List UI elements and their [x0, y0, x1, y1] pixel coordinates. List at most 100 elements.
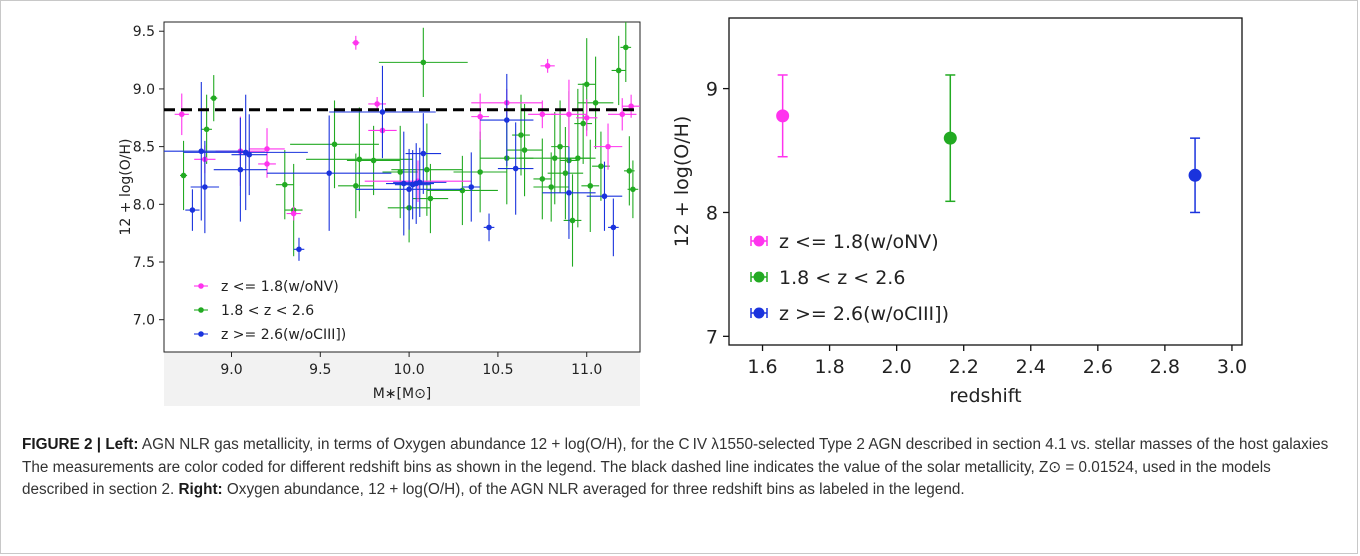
y-tick-label-left: 9.5 — [133, 24, 155, 40]
data-point — [592, 99, 599, 106]
data-point — [503, 117, 510, 123]
data-point — [296, 246, 302, 253]
data-point — [353, 39, 359, 46]
data-point — [486, 224, 492, 231]
x-tick-label-left: 11.0 — [571, 362, 602, 378]
data-point — [203, 126, 210, 133]
x-axis-title-right: redshift — [949, 385, 1021, 407]
data-point — [180, 172, 187, 179]
data-point — [622, 44, 629, 51]
legend-label-right: z <= 1.8(w/oNV) — [779, 231, 939, 253]
data-point — [544, 63, 551, 69]
data-point — [548, 184, 554, 190]
x-axis-band — [164, 352, 640, 406]
x-tick-label-right: 2.6 — [1083, 356, 1113, 378]
data-point — [598, 163, 604, 170]
data-point — [587, 183, 594, 189]
data-point — [416, 179, 423, 186]
data-point — [178, 111, 185, 118]
legend-marker — [198, 283, 204, 289]
data-point — [210, 95, 217, 101]
data-point — [518, 132, 524, 138]
data-point — [459, 187, 466, 194]
x-tick-label-right: 1.8 — [814, 356, 844, 378]
legend-marker — [753, 235, 765, 247]
data-point — [539, 176, 546, 182]
y-tick-label-left: 7.0 — [133, 313, 155, 329]
data-point — [562, 170, 569, 176]
data-point — [626, 168, 633, 174]
data-point — [424, 166, 430, 173]
data-point — [601, 193, 608, 200]
legend-label-left: z <= 1.8(w/oNV) — [221, 279, 339, 295]
data-point — [566, 189, 572, 196]
y-tick-label-left: 8.5 — [133, 140, 155, 156]
caption-left-label: Left: — [105, 436, 139, 453]
data-point — [583, 81, 590, 88]
y-tick-label-right: 8 — [706, 202, 718, 224]
data-point — [575, 155, 581, 161]
x-tick-label-right: 1.6 — [747, 356, 777, 378]
series-left — [164, 65, 623, 261]
x-tick-label-right: 2.8 — [1150, 356, 1180, 378]
data-point — [397, 169, 404, 175]
data-point — [326, 170, 332, 176]
y-axis-title-left: 12 + log(O/H) — [118, 139, 134, 236]
data-point — [521, 147, 528, 153]
x-tick-label-right: 2.2 — [949, 356, 979, 378]
data-point — [569, 217, 576, 224]
x-tick-label-left: 10.0 — [394, 362, 425, 378]
data-point — [290, 210, 297, 217]
data-point — [619, 111, 626, 118]
y-tick-label-left: 8.0 — [133, 197, 155, 213]
data-point — [628, 103, 634, 110]
data-point — [477, 113, 483, 120]
caption-right-label: Right: — [178, 481, 223, 498]
data-layer-right — [776, 74, 1202, 214]
y-tick-label-left: 9.0 — [133, 82, 155, 98]
legend-marker — [198, 307, 204, 313]
x-tick-label-right: 3.0 — [1217, 356, 1247, 378]
data-point — [566, 111, 572, 118]
data-point — [551, 155, 558, 161]
legend-marker — [753, 307, 765, 319]
y-tick-label-left: 7.5 — [133, 255, 155, 271]
x-tick-label-right: 2.4 — [1016, 356, 1046, 378]
data-point — [202, 184, 208, 190]
data-point — [237, 166, 244, 173]
caption-text-left: AGN NLR gas metallicity, in terms of Oxy… — [22, 436, 1329, 498]
data-point — [512, 165, 519, 172]
data-point — [583, 114, 590, 121]
x-axis-title-left: M∗[M⊙] — [373, 386, 432, 402]
caption-text-right: Oxygen abundance, 12 + log(O/H), of the … — [222, 481, 965, 498]
data-point — [615, 67, 622, 74]
x-tick-label-left: 9.5 — [309, 362, 331, 378]
data-point — [427, 195, 434, 202]
y-axis-title-right: 12 + log(O/H) — [671, 116, 693, 248]
data-point — [331, 141, 338, 148]
data-point — [198, 148, 205, 155]
left-chart: 7.0 7.5 8.0 8.5 9.0 9.5 9.0 9.5 10.0 10.5 11.0 z <=… — [118, 21, 641, 406]
data-point — [353, 183, 359, 189]
y-tick-label-right: 7 — [706, 326, 718, 348]
legend-label-left: 1.8 < z < 2.6 — [221, 303, 314, 319]
data-point — [374, 101, 380, 107]
x-tick-label-left: 9.0 — [220, 362, 242, 378]
data-point — [580, 120, 586, 127]
legend-marker — [753, 271, 765, 283]
data-point — [1188, 168, 1202, 182]
data-point — [264, 146, 270, 152]
data-point — [539, 111, 546, 118]
data-point — [420, 59, 427, 66]
legend-marker — [198, 331, 204, 337]
legend-label-right: 1.8 < z < 2.6 — [779, 267, 905, 289]
data-point — [477, 169, 483, 175]
data-point — [630, 186, 636, 193]
plot-area-right — [728, 17, 1243, 346]
x-tick-label-left: 10.5 — [482, 362, 513, 378]
data-point — [943, 131, 957, 145]
legend-label-left: z >= 2.6(w/oCIII]) — [221, 327, 346, 343]
legend-label-right: z >= 2.6(w/oCIII]) — [779, 303, 949, 325]
data-point — [281, 181, 288, 188]
x-tick-label-right: 2.0 — [882, 356, 912, 378]
